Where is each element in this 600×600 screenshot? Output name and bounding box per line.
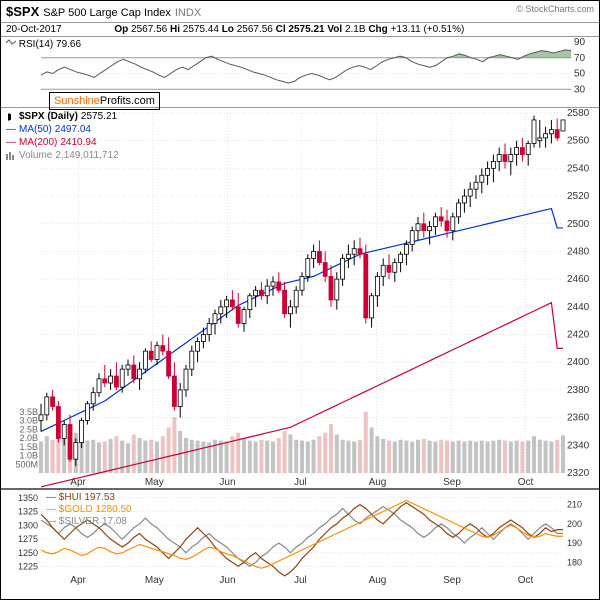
svg-text:1350: 1350 <box>18 493 38 503</box>
svg-text:1325: 1325 <box>18 507 38 517</box>
svg-text:2560: 2560 <box>567 136 590 147</box>
lower-legend: — $HUI 197.53 — $GOLD 1280.50 — $SILVER … <box>46 492 132 528</box>
exchange: INDX <box>175 7 201 19</box>
svg-text:2520: 2520 <box>567 191 590 202</box>
svg-text:Jun: Jun <box>219 575 235 585</box>
svg-text:May: May <box>145 575 164 585</box>
svg-text:1225: 1225 <box>18 562 38 572</box>
attribution: © StockCharts.com <box>516 4 594 14</box>
svg-text:Jul: Jul <box>294 477 307 488</box>
svg-text:2360: 2360 <box>567 413 590 424</box>
svg-text:2420: 2420 <box>567 330 590 341</box>
svg-text:1250: 1250 <box>18 548 38 558</box>
svg-text:30: 30 <box>574 84 586 95</box>
rsi-panel: RSI(14) 79.66 30507090 SunshineProfits.c… <box>1 37 599 108</box>
stock-chart: $SPX S&P 500 Large Cap Index INDX © Stoc… <box>0 0 600 600</box>
svg-text:2.0B: 2.0B <box>19 433 38 443</box>
svg-text:Sep: Sep <box>443 477 461 488</box>
svg-text:2380: 2380 <box>567 385 590 396</box>
lower-panel: — $HUI 197.53 — $GOLD 1280.50 — $SILVER … <box>1 490 599 585</box>
price-panel: $SPX (Daily) 2575.21 —MA(50) 2497.04 —MA… <box>1 108 599 490</box>
svg-text:Jul: Jul <box>294 575 307 585</box>
svg-text:2540: 2540 <box>567 163 590 174</box>
svg-text:200: 200 <box>567 519 582 529</box>
svg-text:2340: 2340 <box>567 440 590 451</box>
svg-text:2400: 2400 <box>567 357 590 368</box>
index-name: S&P 500 Large Cap Index <box>43 7 171 19</box>
main-legend: $SPX (Daily) 2575.21 —MA(50) 2497.04 —MA… <box>6 110 119 162</box>
svg-text:2460: 2460 <box>567 274 590 285</box>
svg-text:Aug: Aug <box>369 477 387 488</box>
svg-text:Sep: Sep <box>443 575 461 585</box>
svg-text:2580: 2580 <box>567 108 590 119</box>
svg-text:3.5B: 3.5B <box>19 407 38 417</box>
watermark: SunshineProfits.com <box>49 92 160 110</box>
svg-text:210: 210 <box>567 500 582 510</box>
svg-text:2.5B: 2.5B <box>19 424 38 434</box>
svg-text:1.5B: 1.5B <box>19 442 38 452</box>
svg-text:90: 90 <box>574 37 586 48</box>
svg-text:Jun: Jun <box>219 477 235 488</box>
price-chart: 2320 2340 2360 2380 2400 2420 2440 2460 2480 2500… <box>1 108 599 488</box>
svg-text:Apr: Apr <box>70 477 86 488</box>
ohlc-bar: 20-Oct-2017 Op 2567.56 Hi 2575.44 Lo 256… <box>1 23 599 37</box>
svg-text:2320: 2320 <box>567 468 590 479</box>
svg-text:2440: 2440 <box>567 302 590 313</box>
svg-text:500M: 500M <box>15 459 38 469</box>
svg-text:50: 50 <box>574 69 586 80</box>
svg-text:70: 70 <box>574 53 586 64</box>
svg-text:180: 180 <box>567 557 582 567</box>
svg-text:1.0B: 1.0B <box>19 451 38 461</box>
svg-text:May: May <box>145 477 164 488</box>
svg-text:1275: 1275 <box>18 534 38 544</box>
svg-text:190: 190 <box>567 538 582 548</box>
svg-text:Oct: Oct <box>518 575 534 585</box>
svg-text:3.0B: 3.0B <box>19 416 38 426</box>
svg-text:1300: 1300 <box>18 520 38 530</box>
svg-text:2480: 2480 <box>567 246 590 257</box>
svg-text:Aug: Aug <box>369 575 387 585</box>
ticker-symbol: $SPX <box>6 4 39 19</box>
svg-text:2500: 2500 <box>567 219 590 230</box>
date: 20-Oct-2017 <box>6 24 62 35</box>
chart-header: $SPX S&P 500 Large Cap Index INDX © Stoc… <box>1 1 599 23</box>
svg-text:Oct: Oct <box>518 477 534 488</box>
svg-text:Apr: Apr <box>70 575 86 585</box>
